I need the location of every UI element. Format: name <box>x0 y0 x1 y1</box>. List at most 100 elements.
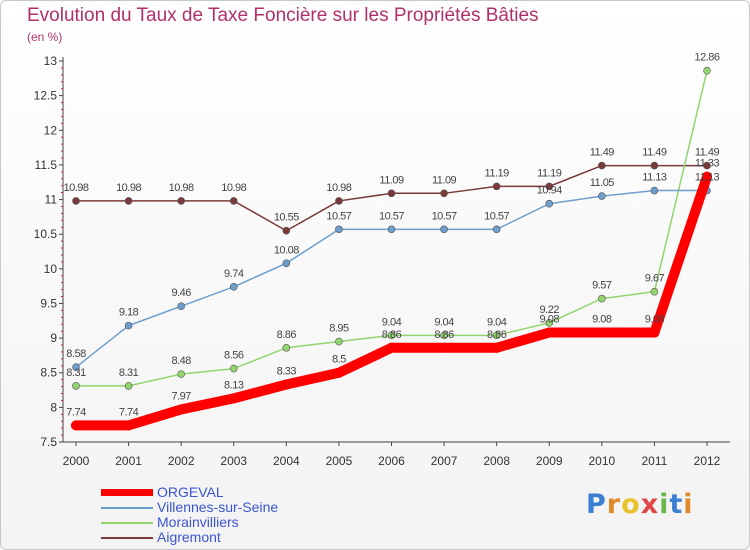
data-label: 9.67 <box>645 273 665 285</box>
x-tick-label: 2000 <box>63 454 90 468</box>
x-tick-label: 2006 <box>378 454 405 468</box>
data-label: 10.98 <box>116 182 141 194</box>
data-label: 11.13 <box>642 172 667 184</box>
data-label: 8.48 <box>171 355 191 367</box>
series-aigremont <box>72 161 711 235</box>
y-tick-label: 7.5 <box>40 435 57 449</box>
data-label: 10.57 <box>432 210 457 222</box>
series-morainvilliers <box>72 66 711 390</box>
data-label: 10.98 <box>169 182 194 194</box>
data-point <box>492 182 501 191</box>
data-point <box>650 287 659 296</box>
legend-swatch <box>101 536 153 539</box>
series-orgeval <box>71 171 712 431</box>
data-label: 10.98 <box>326 182 351 194</box>
data-point <box>387 225 396 234</box>
data-label: 9.46 <box>171 287 191 299</box>
data-point <box>545 182 554 191</box>
data-point <box>440 225 448 234</box>
data-point <box>281 379 292 390</box>
data-label: 8.58 <box>66 348 86 360</box>
data-point <box>333 367 344 378</box>
data-label: 8.31 <box>119 367 139 379</box>
data-label: 11.13 <box>695 172 720 184</box>
data-label: 11.19 <box>485 167 510 179</box>
data-point <box>387 331 396 340</box>
data-label: 11.49 <box>642 147 667 159</box>
data-point <box>649 327 660 338</box>
logo-letter: r <box>606 489 622 520</box>
data-label: 12.86 <box>694 52 719 64</box>
legend-label: ORGEVAL <box>157 484 224 500</box>
chart-unit: (en %) <box>27 30 63 44</box>
data-point <box>72 382 80 390</box>
data-point <box>335 225 343 234</box>
legend-item: Villennes-sur-Seine <box>101 500 278 515</box>
data-label: 9.57 <box>592 280 612 292</box>
data-point <box>282 259 291 268</box>
data-label: 8.86 <box>434 329 454 341</box>
x-tick-label: 2009 <box>536 454 563 468</box>
data-point <box>387 189 396 198</box>
y-tick-label: 10.5 <box>34 227 58 241</box>
x-tick-label: 2001 <box>115 454 142 468</box>
y-tick-label: 9 <box>50 331 57 345</box>
data-label: 9.08 <box>540 314 560 326</box>
data-point <box>124 197 133 205</box>
data-label: 9.04 <box>487 316 507 328</box>
x-tick-label: 2008 <box>483 454 510 468</box>
data-point <box>440 189 448 198</box>
data-point <box>491 342 502 353</box>
x-tick-label: 2012 <box>694 454 721 468</box>
proxiti-logo: Proxiti <box>586 489 694 520</box>
data-label: 10.57 <box>484 210 509 222</box>
data-label: 8.86 <box>487 329 507 341</box>
legend-swatch <box>101 489 153 496</box>
data-label: 9.74 <box>224 268 244 280</box>
data-label: 8.86 <box>277 329 297 341</box>
series-villennes-sur-seine <box>72 186 711 371</box>
data-point <box>229 283 238 291</box>
y-tick-label: 11 <box>45 193 58 207</box>
legend-label: Villennes-sur-Seine <box>157 499 279 515</box>
data-label: 11.19 <box>537 167 562 179</box>
legend-label: Morainvilliers <box>157 514 239 530</box>
data-point <box>703 161 711 170</box>
data-label: 11.09 <box>432 174 457 186</box>
x-tick-label: 2004 <box>273 454 300 468</box>
data-point <box>72 197 80 205</box>
y-tick-label: 13 <box>44 54 58 68</box>
data-label: 9.22 <box>540 304 560 316</box>
data-label: 9.04 <box>434 316 454 328</box>
x-tick-label: 2005 <box>326 454 353 468</box>
y-tick-label: 8.5 <box>40 366 57 380</box>
data-point <box>598 161 606 170</box>
data-point <box>598 294 606 303</box>
data-point <box>124 382 133 390</box>
data-label: 7.97 <box>171 390 191 402</box>
data-point <box>335 197 343 205</box>
x-tick-label: 2011 <box>642 454 668 468</box>
data-label: 10.57 <box>379 210 404 222</box>
data-point <box>177 197 185 205</box>
y-tick-label: 11.5 <box>35 158 58 172</box>
data-point <box>650 186 659 195</box>
data-label: 8.31 <box>66 367 86 379</box>
legend-swatch <box>101 521 153 524</box>
data-label: 10.08 <box>274 244 299 256</box>
legend-item: Morainvilliers <box>101 515 278 530</box>
data-point <box>124 321 133 330</box>
data-label: 8.33 <box>277 366 297 378</box>
data-label: 9.04 <box>382 316 402 328</box>
data-label: 7.74 <box>66 406 86 418</box>
data-label: 9.18 <box>119 307 139 319</box>
data-label: 11.49 <box>695 147 720 159</box>
data-point <box>596 327 607 338</box>
data-label: 10.98 <box>221 182 246 194</box>
y-tick-label: 12.5 <box>34 89 58 103</box>
data-point <box>439 342 450 353</box>
legend-item: Aigremont <box>101 530 278 545</box>
data-label: 8.95 <box>329 323 349 335</box>
data-point <box>440 331 448 340</box>
data-label: 9.08 <box>645 314 665 326</box>
